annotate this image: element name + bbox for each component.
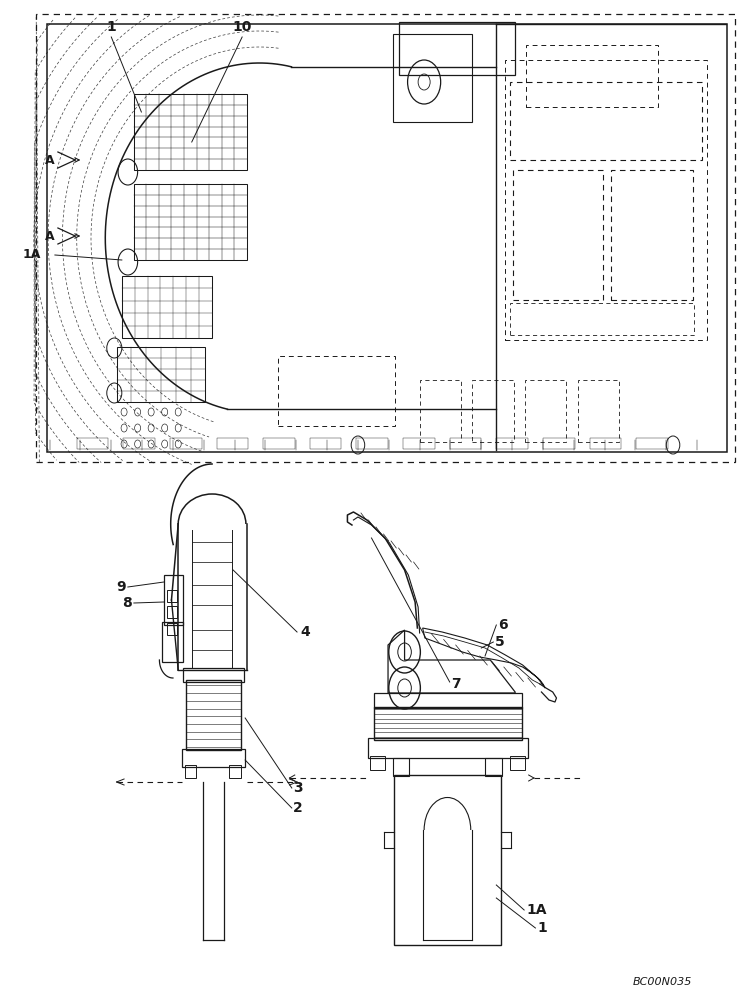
- Bar: [217, 438, 248, 449]
- Bar: [420, 380, 461, 442]
- Bar: [636, 438, 668, 449]
- Bar: [510, 82, 702, 160]
- Bar: [393, 758, 409, 776]
- Bar: [356, 438, 388, 449]
- Bar: [578, 380, 619, 442]
- Text: 1: 1: [107, 20, 116, 34]
- Bar: [472, 380, 514, 442]
- Bar: [164, 575, 183, 625]
- Bar: [370, 756, 385, 770]
- Bar: [167, 623, 177, 635]
- Text: 4: 4: [301, 625, 311, 639]
- Bar: [393, 34, 472, 122]
- Bar: [77, 438, 108, 449]
- Bar: [167, 590, 177, 602]
- Bar: [526, 45, 658, 107]
- Text: 1A: 1A: [23, 248, 41, 261]
- Bar: [374, 707, 522, 740]
- Bar: [229, 765, 241, 778]
- Text: 9: 9: [117, 580, 126, 594]
- Bar: [134, 184, 247, 260]
- Bar: [47, 24, 727, 452]
- Text: 3: 3: [293, 781, 303, 795]
- Bar: [485, 758, 502, 776]
- Bar: [186, 680, 241, 750]
- Bar: [450, 438, 481, 449]
- Text: 8: 8: [122, 596, 132, 610]
- Bar: [374, 693, 522, 708]
- Text: 1: 1: [538, 921, 547, 935]
- Bar: [394, 775, 501, 945]
- Bar: [525, 380, 566, 442]
- Bar: [134, 94, 247, 170]
- Text: A: A: [44, 153, 54, 166]
- Bar: [278, 356, 395, 426]
- Bar: [403, 438, 435, 449]
- Bar: [167, 606, 177, 618]
- Text: 2: 2: [293, 801, 303, 815]
- Bar: [368, 738, 528, 758]
- Bar: [543, 438, 575, 449]
- Bar: [183, 668, 244, 682]
- Text: A: A: [44, 230, 54, 242]
- Bar: [162, 622, 183, 662]
- Bar: [185, 765, 196, 778]
- Bar: [505, 60, 707, 340]
- Bar: [513, 170, 603, 300]
- Bar: [263, 438, 295, 449]
- Bar: [510, 303, 694, 335]
- Bar: [590, 438, 621, 449]
- Bar: [182, 749, 245, 767]
- Bar: [123, 438, 155, 449]
- Bar: [399, 22, 515, 75]
- Bar: [310, 438, 341, 449]
- Bar: [170, 438, 202, 449]
- Bar: [510, 756, 525, 770]
- Bar: [122, 276, 212, 338]
- Bar: [496, 438, 528, 449]
- Bar: [611, 170, 693, 300]
- Text: 7: 7: [451, 677, 461, 691]
- Bar: [36, 14, 735, 462]
- Text: BC00N035: BC00N035: [632, 977, 692, 987]
- Text: 6: 6: [498, 618, 508, 632]
- Text: 5: 5: [495, 635, 505, 649]
- Text: 1A: 1A: [526, 903, 547, 917]
- Text: 10: 10: [232, 20, 252, 34]
- Bar: [117, 347, 205, 402]
